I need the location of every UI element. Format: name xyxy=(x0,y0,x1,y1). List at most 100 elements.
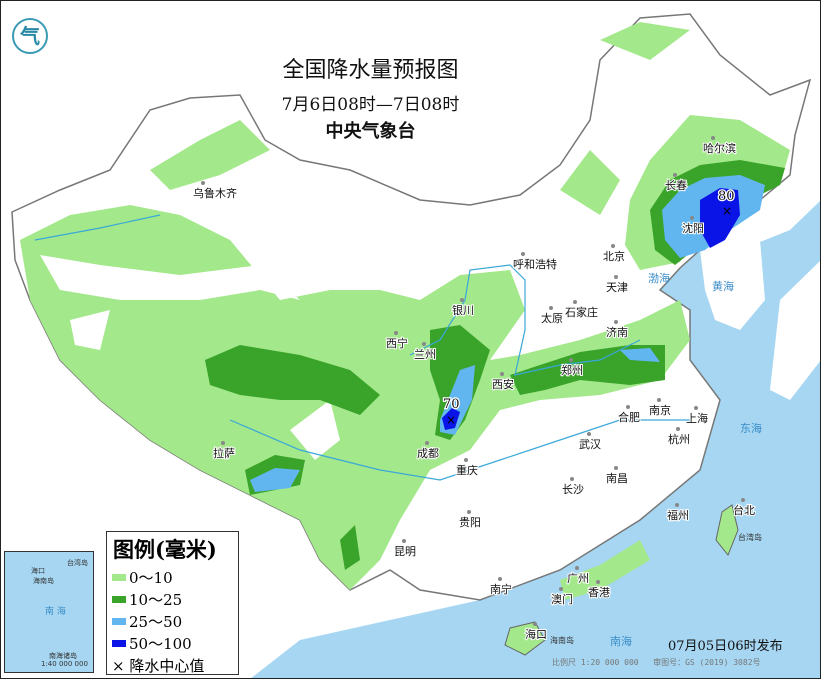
city-dot-icon xyxy=(500,372,504,376)
legend-swatch xyxy=(112,617,126,625)
rivers xyxy=(34,214,690,481)
city-label: 北京 xyxy=(603,249,625,263)
city-label: 南昌 xyxy=(606,472,628,485)
rain-center-value: 80 xyxy=(718,189,735,204)
legend-swatch xyxy=(112,573,126,581)
city-label: 长沙 xyxy=(562,483,584,496)
rain-center-value: 70 xyxy=(443,397,460,412)
city-label: 广州 xyxy=(567,572,589,585)
inset-sea-label: 南 海 xyxy=(45,607,66,617)
city-dot-icon xyxy=(575,566,579,570)
city-dot-icon xyxy=(711,136,715,140)
scale-text: 比例尺 1:20 000 000 xyxy=(552,658,639,667)
city-label: 沈阳 xyxy=(682,221,704,235)
legend-label: 10～25 xyxy=(129,590,183,609)
sea-label-bohai: 渤海 xyxy=(648,271,670,285)
city-label: 昆明 xyxy=(394,545,416,558)
inset-hainan: 海南岛 xyxy=(33,577,54,585)
inset-taiwan: 台湾岛 xyxy=(67,559,88,567)
city-dot-icon xyxy=(569,358,573,362)
city-label: 拉萨 xyxy=(213,446,235,460)
hainan-island xyxy=(504,621,546,656)
issuer: 中央气象台 xyxy=(325,121,416,142)
city-label: 武汉 xyxy=(579,438,601,451)
city-label: 合肥 xyxy=(618,410,640,424)
city-label: 贵阳 xyxy=(459,516,481,529)
city-dot-icon xyxy=(657,398,661,402)
legend-title: 图例(毫米) xyxy=(113,537,217,562)
city-label: 西宁 xyxy=(386,336,408,350)
korea-land xyxy=(700,225,765,330)
city-label: 海口 xyxy=(525,627,547,641)
city-dot-icon xyxy=(614,320,618,324)
city-label: 福州 xyxy=(667,508,689,522)
rain-center-marker-icon: × xyxy=(722,204,732,218)
legend-swatch xyxy=(112,639,126,647)
city-dot-icon xyxy=(596,580,600,584)
city-label: 南京 xyxy=(649,403,671,417)
city-dot-icon xyxy=(587,432,591,436)
legend-label: 50～100 xyxy=(129,634,192,653)
city-label: 天津 xyxy=(606,281,628,294)
inset-nanhai-islands: 南海诸岛 xyxy=(49,652,77,660)
city-dot-icon xyxy=(464,458,468,462)
publish-time: 07月05日06时发布 xyxy=(668,639,783,654)
sea-label-huanghai: 黄海 xyxy=(712,279,734,293)
city-dot-icon xyxy=(626,405,630,409)
city-dot-icon xyxy=(402,539,406,543)
sea-label-nanhai: 南海 xyxy=(610,634,632,648)
city-dot-icon xyxy=(521,252,525,256)
city-label: 南宁 xyxy=(490,582,512,596)
forecast-period: 7月6日08时—7日08时 xyxy=(281,95,460,115)
inset-scale: 1:40 000 000 xyxy=(41,660,88,668)
legend-item: 25～50 xyxy=(107,610,238,632)
dry-areas xyxy=(40,255,340,460)
city-label: 乌鲁木齐 xyxy=(193,186,237,200)
city-dot-icon xyxy=(611,244,615,248)
city-label: 台北 xyxy=(733,503,755,517)
city-label: 济南 xyxy=(606,325,628,339)
inset-haikou: 海口 xyxy=(31,567,45,575)
city-label: 重庆 xyxy=(456,463,478,477)
legend: 图例(毫米) 0～10 10～25 25～50 50～100 × 降水中心值 xyxy=(106,531,239,675)
city-dot-icon xyxy=(422,342,426,346)
city-label: 石家庄 xyxy=(565,305,598,319)
label-hainan: 海南岛 xyxy=(550,635,574,645)
city-dot-icon xyxy=(549,306,553,310)
city-label: 成都 xyxy=(417,447,439,460)
city-dot-icon xyxy=(614,275,618,279)
sea-area xyxy=(250,200,821,679)
rain-50-100 xyxy=(442,188,740,430)
rain-center-marker-icon: × xyxy=(446,413,456,427)
taiwan-island xyxy=(715,504,739,556)
map-title: 全国降水量预报图 xyxy=(282,58,459,83)
city-label: 长春 xyxy=(665,179,687,192)
south-china-sea-inset: 南 海 海口 海南岛 台湾岛 南海诸岛 1:40 000 000 xyxy=(4,551,94,673)
city-dot-icon xyxy=(559,587,563,591)
city-label: 银川 xyxy=(452,303,474,317)
scale-and-map-number: 比例尺 1:20 000 000 审图号：GS (2019) 3082号 xyxy=(552,657,761,668)
city-label: 香港 xyxy=(588,586,610,599)
city-label: 杭州 xyxy=(668,432,690,446)
city-dot-icon xyxy=(676,427,680,431)
city-dot-icon xyxy=(741,498,745,502)
city-label: 兰州 xyxy=(414,348,436,361)
city-label: 澳门 xyxy=(551,592,573,606)
city-dot-icon xyxy=(570,477,574,481)
map-number: 审图号：GS (2019) 3082号 xyxy=(653,658,761,667)
legend-item: 50～100 xyxy=(107,632,238,654)
legend-item: 10～25 xyxy=(107,588,238,610)
legend-label: 0～10 xyxy=(129,568,173,587)
city-dot-icon xyxy=(573,300,577,304)
label-taiwan: 台湾岛 xyxy=(738,532,762,542)
cma-logo: 气 xyxy=(12,18,48,54)
city-dot-icon xyxy=(675,503,679,507)
city-dot-icon xyxy=(533,622,537,626)
legend-label: 25～50 xyxy=(129,612,183,631)
city-dot-icon xyxy=(694,406,698,410)
city-label: 上海 xyxy=(686,411,708,425)
sea-label-donghai: 东海 xyxy=(740,421,762,435)
legend-item: 0～10 xyxy=(107,566,238,588)
